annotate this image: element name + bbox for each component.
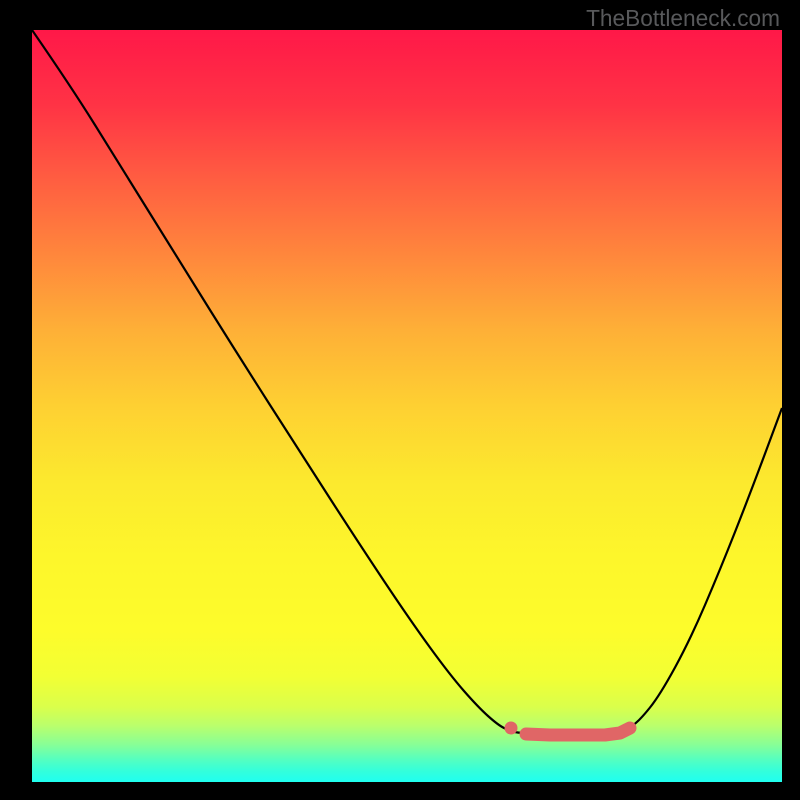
chart-container: TheBottleneck.com [0,0,800,800]
gradient-background [32,30,782,782]
plot-area [32,30,782,782]
watermark-text: TheBottleneck.com [586,5,780,32]
